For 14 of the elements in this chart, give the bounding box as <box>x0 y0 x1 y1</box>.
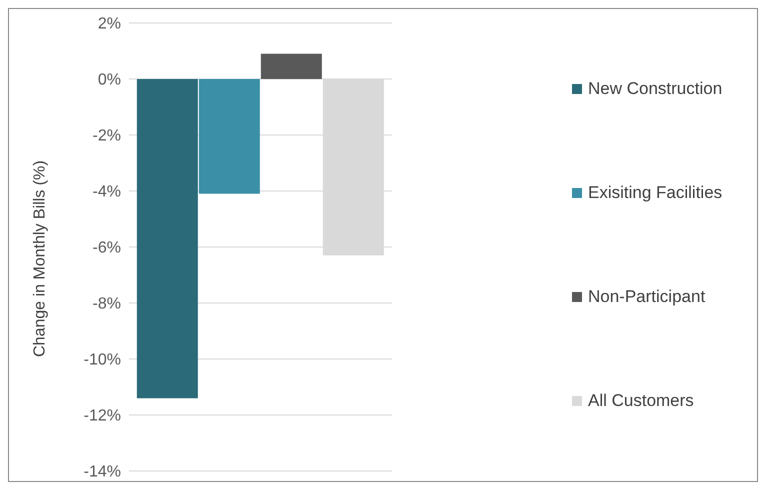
y-tick-label: -10% <box>84 352 121 369</box>
legend-label: New Construction <box>588 79 722 99</box>
legend-label: All Customers <box>588 391 694 411</box>
y-tick-label: -2% <box>92 128 121 145</box>
legend-label: Exisiting Facilities <box>588 183 722 203</box>
y-tick-label: -6% <box>92 240 121 257</box>
y-tick-label: 0% <box>98 72 121 89</box>
legend-label: Non-Participant <box>588 287 706 307</box>
y-tick-label: -14% <box>84 464 121 481</box>
y-tick-label: -4% <box>92 184 121 201</box>
y-tick-label: 2% <box>98 16 121 33</box>
y-tick-label: -8% <box>92 296 121 313</box>
y-axis-title: Change in Monthly Bills (%) <box>32 160 49 357</box>
y-tick-label: -12% <box>84 408 121 425</box>
